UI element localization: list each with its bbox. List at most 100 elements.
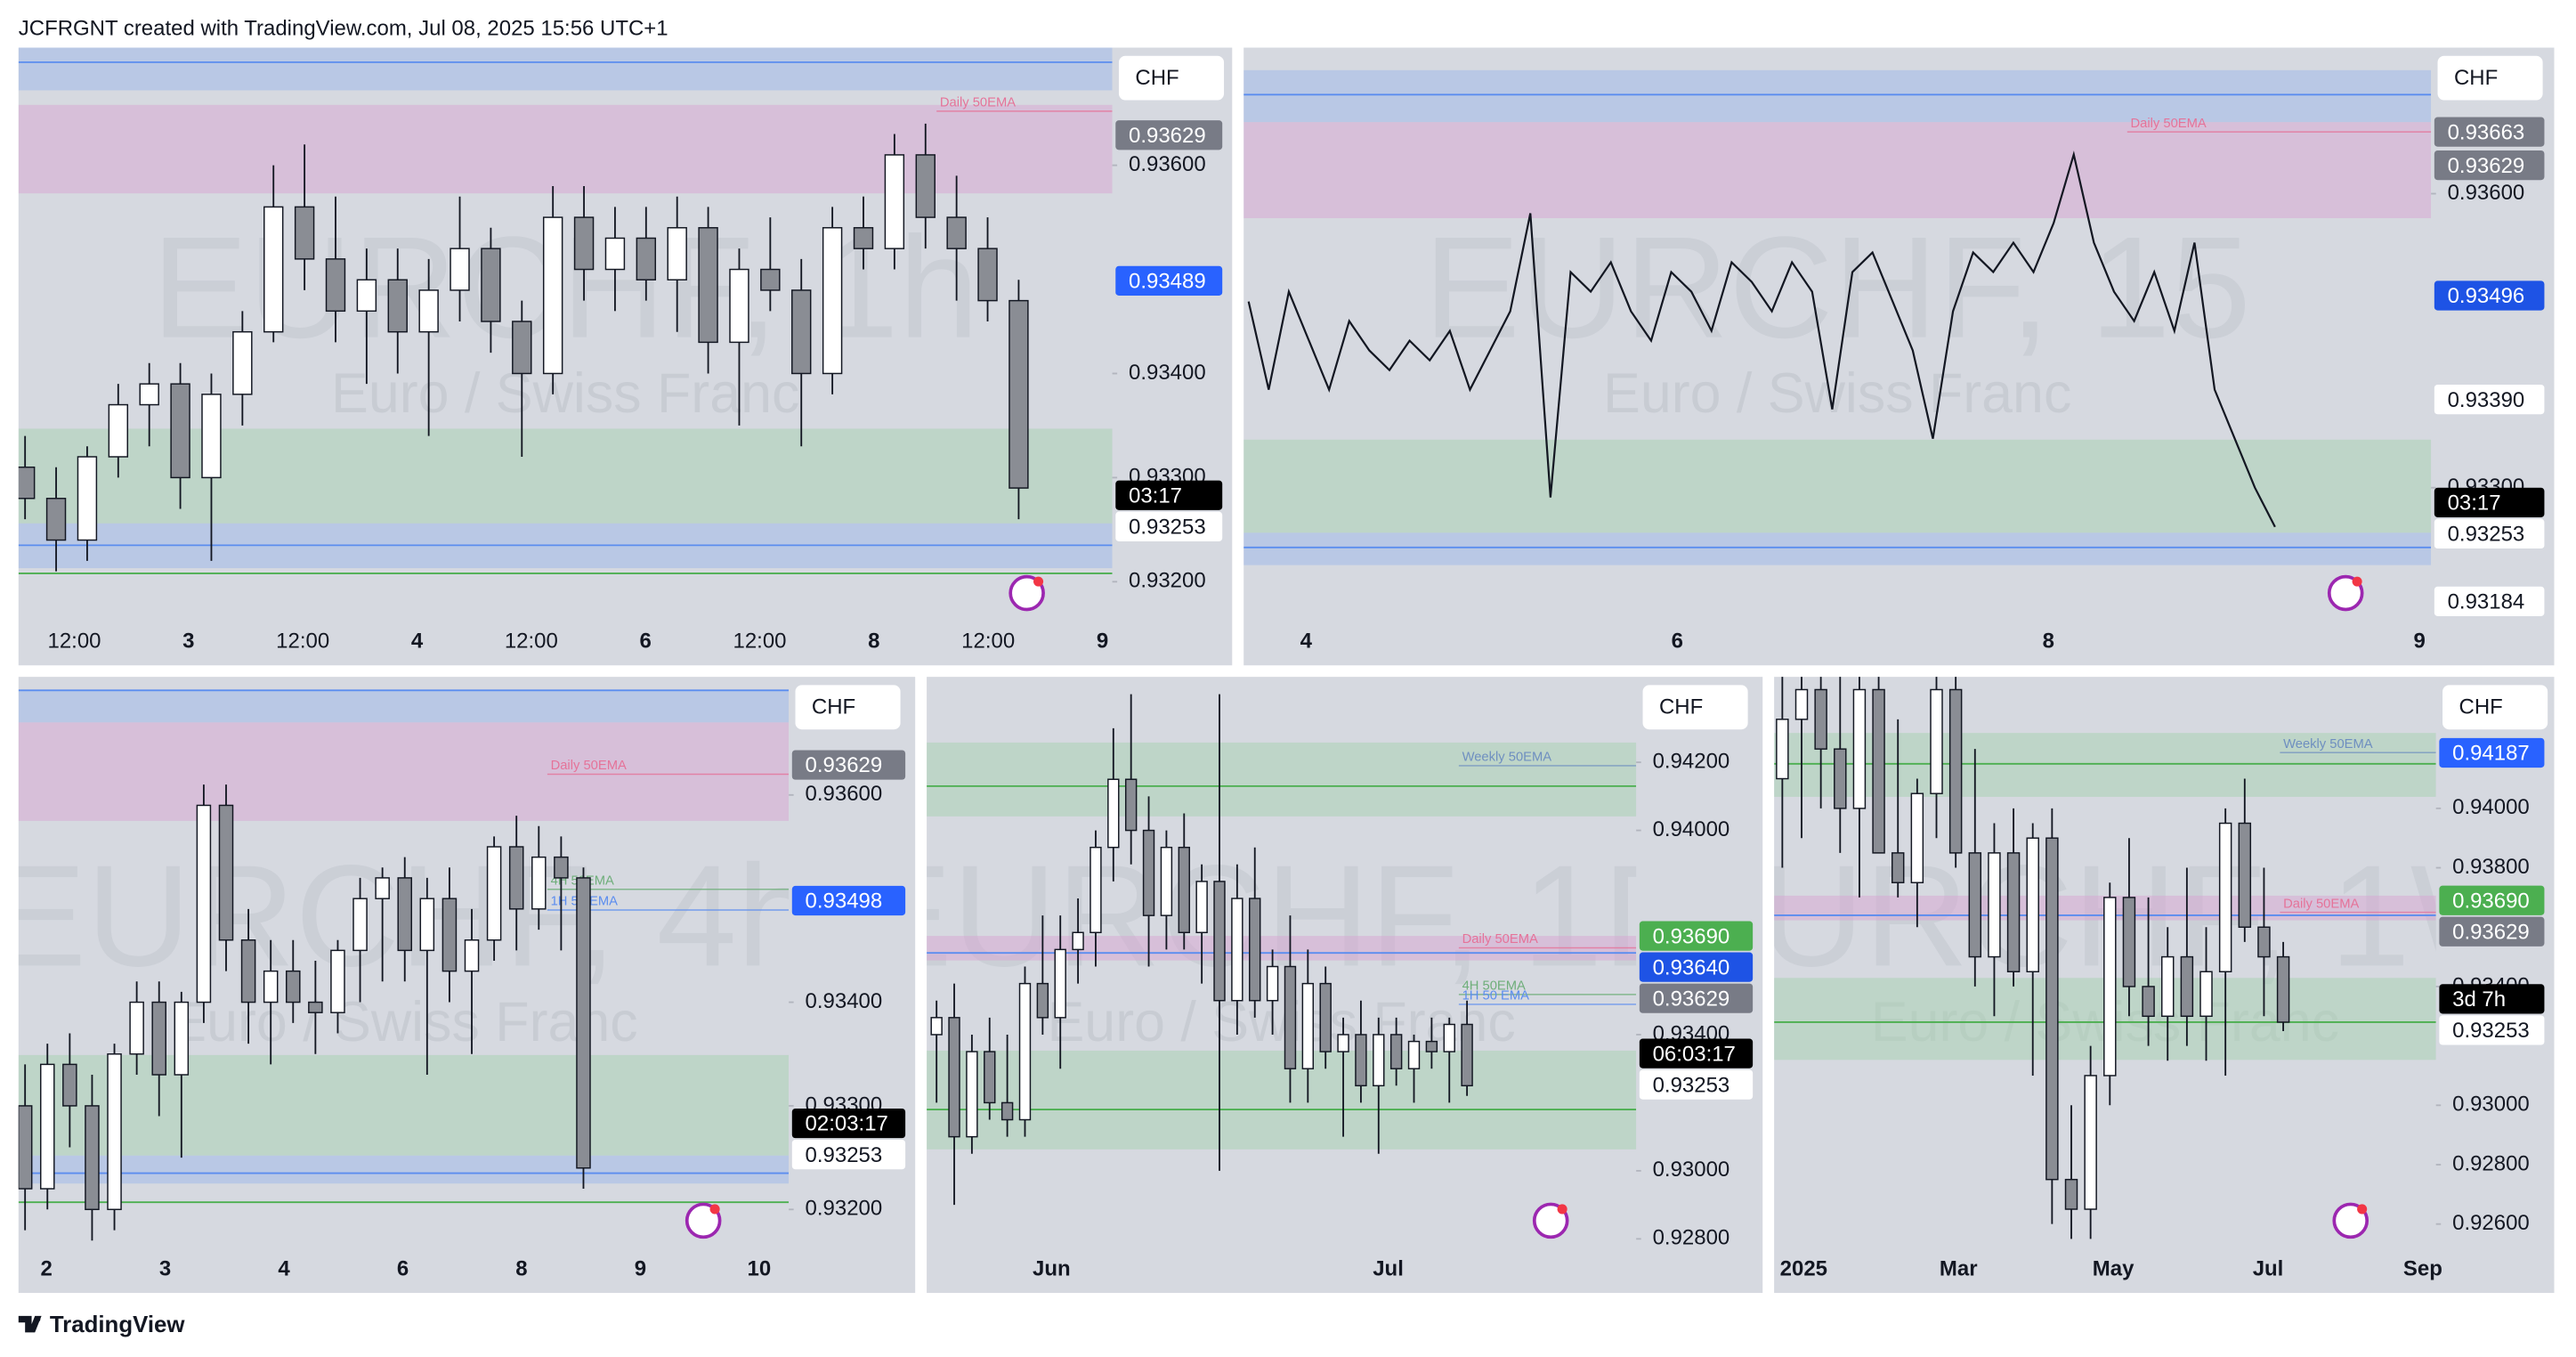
candle-body	[1090, 846, 1102, 934]
price-tag-label: 0.93629	[806, 753, 883, 777]
candle-body	[1852, 688, 1867, 809]
candle-body	[1355, 1034, 1367, 1087]
price-tag	[2434, 150, 2545, 181]
candle-body	[356, 279, 377, 313]
candle-body	[1107, 778, 1120, 849]
candle-body	[218, 804, 234, 941]
price-tag-label: 0.93629	[1653, 987, 1730, 1011]
candle-body	[196, 804, 212, 1004]
candle-body	[791, 289, 812, 375]
price-tag	[2434, 385, 2545, 415]
candle-body	[915, 154, 936, 218]
candle-body	[1425, 1040, 1438, 1052]
ema-label: Weekly 50EMA	[2283, 737, 2373, 752]
price-tag-label: 0.93253	[2452, 1019, 2530, 1043]
candle-body	[1389, 1034, 1403, 1069]
price-line	[1247, 150, 2276, 528]
candle-body	[1872, 688, 1885, 854]
x-tick-label: 8	[2043, 630, 2054, 654]
price-tag	[2439, 984, 2545, 1014]
ema-label: Daily 50EMA	[2283, 897, 2359, 911]
price-zone	[1243, 69, 2432, 123]
candle-body	[1195, 881, 1208, 934]
candle-body	[397, 877, 413, 952]
candle-body	[2218, 822, 2232, 972]
price-tag	[791, 1108, 906, 1139]
candle-body	[1814, 688, 1827, 750]
candle-body	[107, 1052, 122, 1211]
candle-body	[1142, 829, 1155, 916]
price-tag-label: 0.93253	[1129, 516, 1206, 540]
candle-body	[1461, 1023, 1473, 1087]
candle-body	[1930, 688, 1943, 794]
candle-body	[2122, 897, 2136, 987]
alert-dot	[2357, 1204, 2368, 1215]
x-tick-label: 12:00	[48, 630, 101, 654]
x-tick-label: 10	[748, 1257, 772, 1281]
candle-body	[45, 498, 67, 541]
candle-body	[2142, 986, 2155, 1018]
currency-label: CHF	[1135, 66, 1179, 90]
candle-body	[1910, 792, 1924, 883]
x-tick-label: May	[2093, 1257, 2135, 1281]
candle-body	[1178, 846, 1190, 934]
currency-label: CHF	[2454, 66, 2498, 90]
candle-body	[450, 248, 470, 291]
x-tick-label: 4	[278, 1257, 290, 1281]
ema-label: 4H 50EMA	[1462, 979, 1526, 994]
alert-dot	[2352, 576, 2362, 587]
candle-body	[1319, 982, 1332, 1052]
price-tag-label: 0.93253	[1653, 1073, 1730, 1097]
y-tick-label: 0.93800	[2452, 855, 2530, 879]
price-zone	[18, 47, 1113, 91]
candle-body	[1072, 931, 1084, 951]
candle-body	[1036, 982, 1049, 1019]
alert-dot	[709, 1204, 720, 1215]
candle-body	[1407, 1040, 1421, 1069]
price-tag	[2439, 1015, 2545, 1045]
watermark: EURCHF, 15	[1424, 207, 2251, 369]
candle-body	[308, 1001, 323, 1013]
price-tag-label: 0.93498	[806, 890, 883, 914]
candle-body	[554, 856, 569, 879]
y-tick-label: 0.93600	[806, 782, 883, 806]
candle-body	[441, 898, 458, 972]
candle-body	[1160, 846, 1173, 916]
candle-body	[263, 206, 284, 333]
candle-body	[139, 383, 159, 406]
candle-body	[286, 970, 301, 1004]
candle-body	[77, 456, 98, 541]
price-tag-label: 03:17	[1129, 483, 1182, 508]
y-tick-label: 0.93000	[2452, 1093, 2530, 1117]
x-tick-label: 12:00	[961, 630, 1015, 654]
price-tag	[2434, 117, 2545, 147]
price-tag-label: 0.93253	[806, 1143, 883, 1167]
candle-body	[325, 258, 346, 313]
candle-body	[977, 248, 998, 302]
candle-body	[2084, 1075, 2097, 1210]
price-tag-label: 0.93253	[2448, 523, 2525, 547]
x-tick-label: 3	[159, 1257, 171, 1281]
candle-body	[1834, 748, 1847, 809]
price-zone	[18, 1155, 790, 1184]
ema-label: 1H 50 EMA	[1462, 989, 1530, 1004]
x-tick-label: 3	[182, 630, 194, 654]
price-tag	[2439, 737, 2545, 768]
candle-body	[2257, 926, 2271, 958]
candle-body	[1776, 719, 1789, 780]
x-tick-label: 6	[640, 630, 652, 654]
currency-box	[2437, 55, 2543, 101]
price-zone	[927, 1050, 1637, 1150]
candle-body	[760, 268, 781, 291]
price-zone	[18, 1054, 790, 1156]
price-tag-label: 0.93629	[2448, 154, 2525, 178]
candle-body	[667, 227, 687, 280]
candle-body	[263, 970, 279, 1004]
candle-body	[240, 939, 256, 1004]
price-tag	[1639, 952, 1754, 982]
currency-box	[795, 685, 901, 730]
